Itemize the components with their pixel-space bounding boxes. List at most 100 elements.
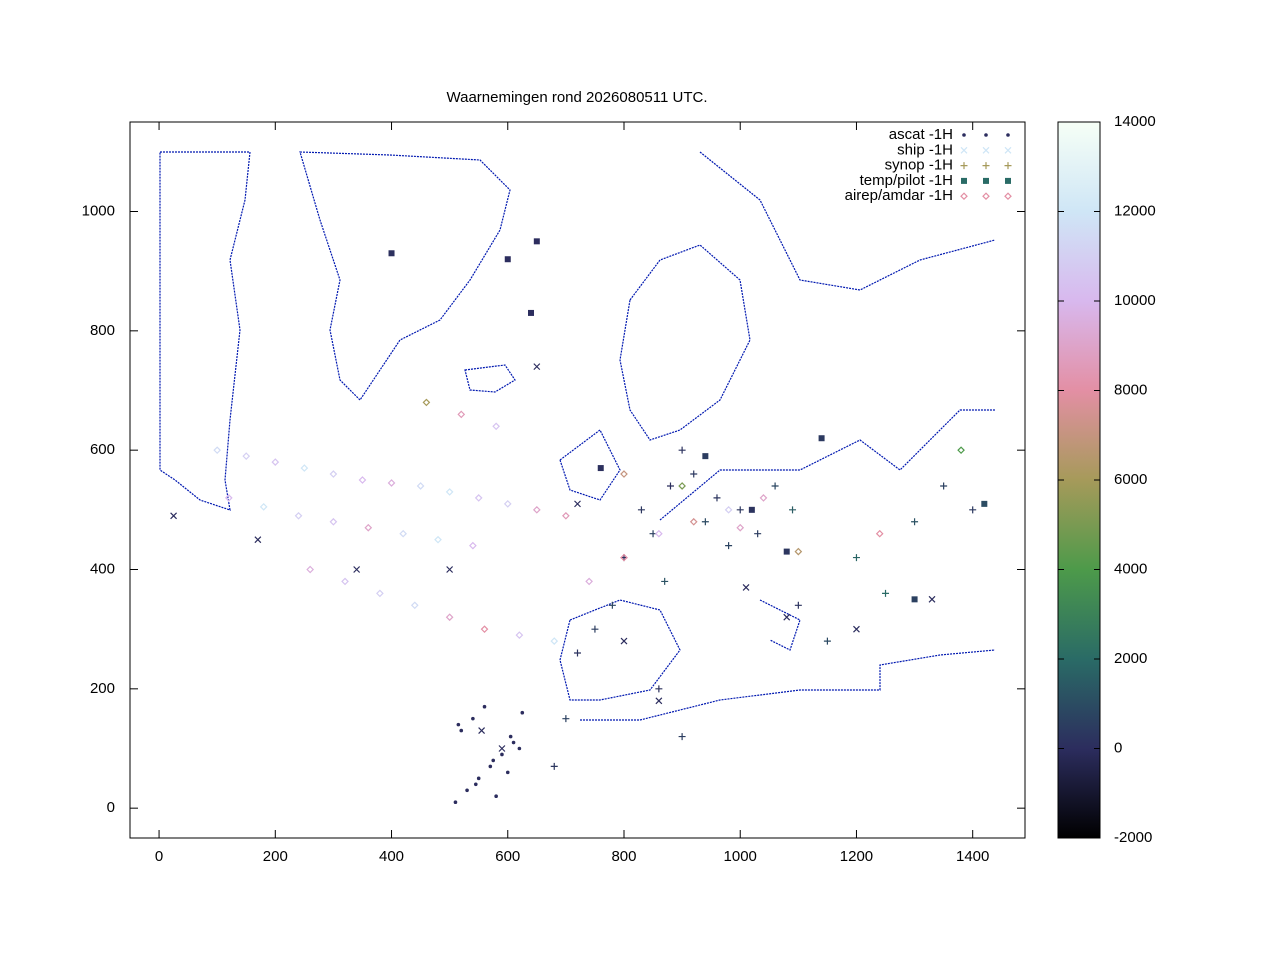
point [445,613,454,622]
colorbar-tick-label: 10000 [1114,292,1156,309]
x-tick-label: 1000 [724,848,757,865]
point [517,746,522,751]
y-tick-label: 200 [90,680,115,697]
point [852,554,860,562]
point [928,595,936,603]
coastline [759,599,801,651]
point [620,637,628,645]
point [911,596,918,603]
point [416,482,425,490]
point [678,446,686,454]
point [480,625,489,634]
point [170,512,178,520]
x-tick-label: 1200 [840,848,873,865]
point [655,685,663,693]
legend-marker [1004,192,1012,201]
point [655,529,663,538]
point [478,727,486,735]
point [422,398,431,407]
colorbar [1057,121,1101,839]
point [574,500,581,508]
coastline [299,151,511,401]
point [748,506,755,513]
point [399,529,407,538]
point [818,435,825,442]
point [957,446,965,455]
point [388,250,395,257]
colorbar-tick-label: 6000 [1114,471,1147,488]
point [591,625,599,633]
point [494,794,498,799]
y-tick-label: 600 [90,441,115,458]
point [491,758,496,763]
point [742,583,750,591]
colorbar-tick-label: -2000 [1114,829,1152,846]
coastline [559,599,681,701]
coastline [580,649,996,721]
legend-marker [1004,162,1012,170]
point [508,734,513,739]
point [823,637,831,645]
point [620,470,628,478]
point [456,722,461,727]
point [504,256,511,263]
y-tick-label: 1000 [82,202,115,219]
point [469,541,477,550]
x-tick-label: 1400 [956,848,989,865]
x-tick-label: 400 [379,848,404,865]
point [875,529,884,538]
point [911,518,919,526]
point [445,488,454,496]
point [471,716,475,721]
point [585,577,593,586]
point [511,740,516,745]
point [242,452,251,460]
point [981,500,988,507]
legend-marker [984,133,988,137]
plot-border [129,121,1026,839]
point [724,505,733,514]
legend-marker [962,133,966,137]
point [608,601,616,609]
point [353,566,361,573]
point [550,637,559,645]
y-tick-label: 0 [107,799,115,816]
point [794,601,802,609]
point [532,505,541,514]
legend-marker [1006,133,1010,137]
x-tick-label: 800 [611,848,636,865]
point [637,506,645,514]
coastline [619,244,751,441]
point [713,494,721,502]
colorbar-tick-label: 2000 [1114,650,1147,667]
chart-title: Waarnemingen rond 2026080511 UTC. [447,89,708,106]
point [562,715,570,723]
point [597,465,604,472]
point [473,782,478,787]
point [341,577,349,586]
point [259,503,268,511]
point [882,589,890,597]
coastline [659,409,995,521]
legend-marker [983,177,989,184]
point [655,697,663,705]
point [294,511,303,520]
colorbar-tick-label: 0 [1114,739,1122,756]
point [678,482,686,490]
point [500,752,504,757]
point [702,453,709,460]
point [457,410,466,419]
point [488,764,493,769]
legend-label: temp/pilot -1H [860,172,953,189]
point [689,517,698,526]
point [482,704,487,709]
y-tick-label: 800 [90,322,115,339]
point [492,422,500,431]
legend-marker [982,162,990,170]
point [505,770,510,775]
x-tick-label: 600 [495,848,520,865]
point [533,363,541,371]
point [329,470,338,478]
coastlines [159,151,996,721]
point [410,601,419,610]
